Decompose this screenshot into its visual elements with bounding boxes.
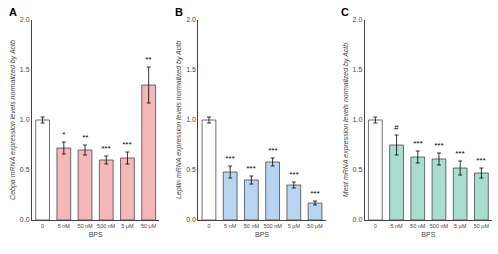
svg-text:0.0: 0.0 bbox=[20, 216, 30, 223]
svg-text:2.0: 2.0 bbox=[20, 16, 30, 23]
svg-text:1.5: 1.5 bbox=[353, 66, 363, 73]
svg-text:BPS: BPS bbox=[89, 231, 103, 238]
svg-text:2.0: 2.0 bbox=[353, 16, 363, 23]
svg-text:50 nM: 50 nM bbox=[244, 223, 260, 229]
svg-text:***: *** bbox=[101, 144, 111, 153]
svg-text:500 nM: 500 nM bbox=[97, 223, 116, 229]
svg-text:***: *** bbox=[246, 164, 256, 173]
svg-text:1.0: 1.0 bbox=[20, 116, 30, 123]
svg-text:Cebpa mRNA expression levels n: Cebpa mRNA expression levels normalized … bbox=[9, 40, 17, 200]
svg-text:Leptin mRNA expression levels: Leptin mRNA expression levels normalized… bbox=[175, 41, 183, 199]
svg-text:A: A bbox=[9, 6, 17, 18]
svg-text:***: *** bbox=[455, 149, 465, 158]
svg-text:50 μM: 50 μM bbox=[141, 223, 157, 229]
svg-text:50 μM: 50 μM bbox=[474, 223, 490, 229]
svg-text:5 nM: 5 nM bbox=[224, 223, 237, 229]
svg-text:2.0: 2.0 bbox=[186, 16, 196, 23]
svg-text:0.0: 0.0 bbox=[353, 216, 363, 223]
svg-text:0.0: 0.0 bbox=[186, 216, 196, 223]
svg-text:0.5: 0.5 bbox=[186, 166, 196, 173]
svg-text:0.5: 0.5 bbox=[20, 166, 30, 173]
svg-text:50 nM: 50 nM bbox=[410, 223, 426, 229]
svg-text:5 μM: 5 μM bbox=[454, 223, 467, 229]
svg-text:C: C bbox=[341, 6, 349, 18]
svg-text:***: *** bbox=[476, 156, 486, 165]
svg-text:1.0: 1.0 bbox=[353, 116, 363, 123]
svg-text:***: *** bbox=[413, 139, 423, 148]
svg-text:**: ** bbox=[145, 55, 152, 64]
svg-text:0: 0 bbox=[374, 223, 377, 229]
svg-text:***: *** bbox=[289, 170, 299, 179]
svg-text:5 μM: 5 μM bbox=[288, 223, 301, 229]
svg-text:***: *** bbox=[310, 189, 320, 198]
svg-text:50 nM: 50 nM bbox=[77, 223, 93, 229]
svg-text:***: *** bbox=[268, 146, 278, 155]
svg-text:0: 0 bbox=[41, 223, 44, 229]
svg-text:#: # bbox=[394, 123, 399, 132]
svg-text:***: *** bbox=[225, 154, 235, 163]
svg-text:50 μM: 50 μM bbox=[307, 223, 323, 229]
svg-text:500 nM: 500 nM bbox=[430, 223, 449, 229]
svg-text:BPS: BPS bbox=[255, 231, 269, 238]
svg-text:1.5: 1.5 bbox=[186, 66, 196, 73]
svg-text:0: 0 bbox=[207, 223, 210, 229]
svg-text:***: *** bbox=[434, 141, 444, 150]
svg-text:***: *** bbox=[122, 140, 132, 149]
svg-text:0.5: 0.5 bbox=[353, 166, 363, 173]
svg-text:5 nM: 5 nM bbox=[390, 223, 403, 229]
svg-text:500 nM: 500 nM bbox=[263, 223, 282, 229]
svg-text:B: B bbox=[175, 6, 183, 18]
svg-text:BPS: BPS bbox=[421, 231, 435, 238]
svg-text:5 nM: 5 nM bbox=[58, 223, 71, 229]
svg-text:1.5: 1.5 bbox=[20, 66, 30, 73]
svg-text:5 μM: 5 μM bbox=[121, 223, 134, 229]
svg-text:Mest mRNA expression levels no: Mest mRNA expression levels normalized b… bbox=[342, 43, 350, 197]
svg-text:*: * bbox=[62, 130, 66, 139]
svg-text:**: ** bbox=[82, 133, 89, 142]
svg-text:1.0: 1.0 bbox=[186, 116, 196, 123]
